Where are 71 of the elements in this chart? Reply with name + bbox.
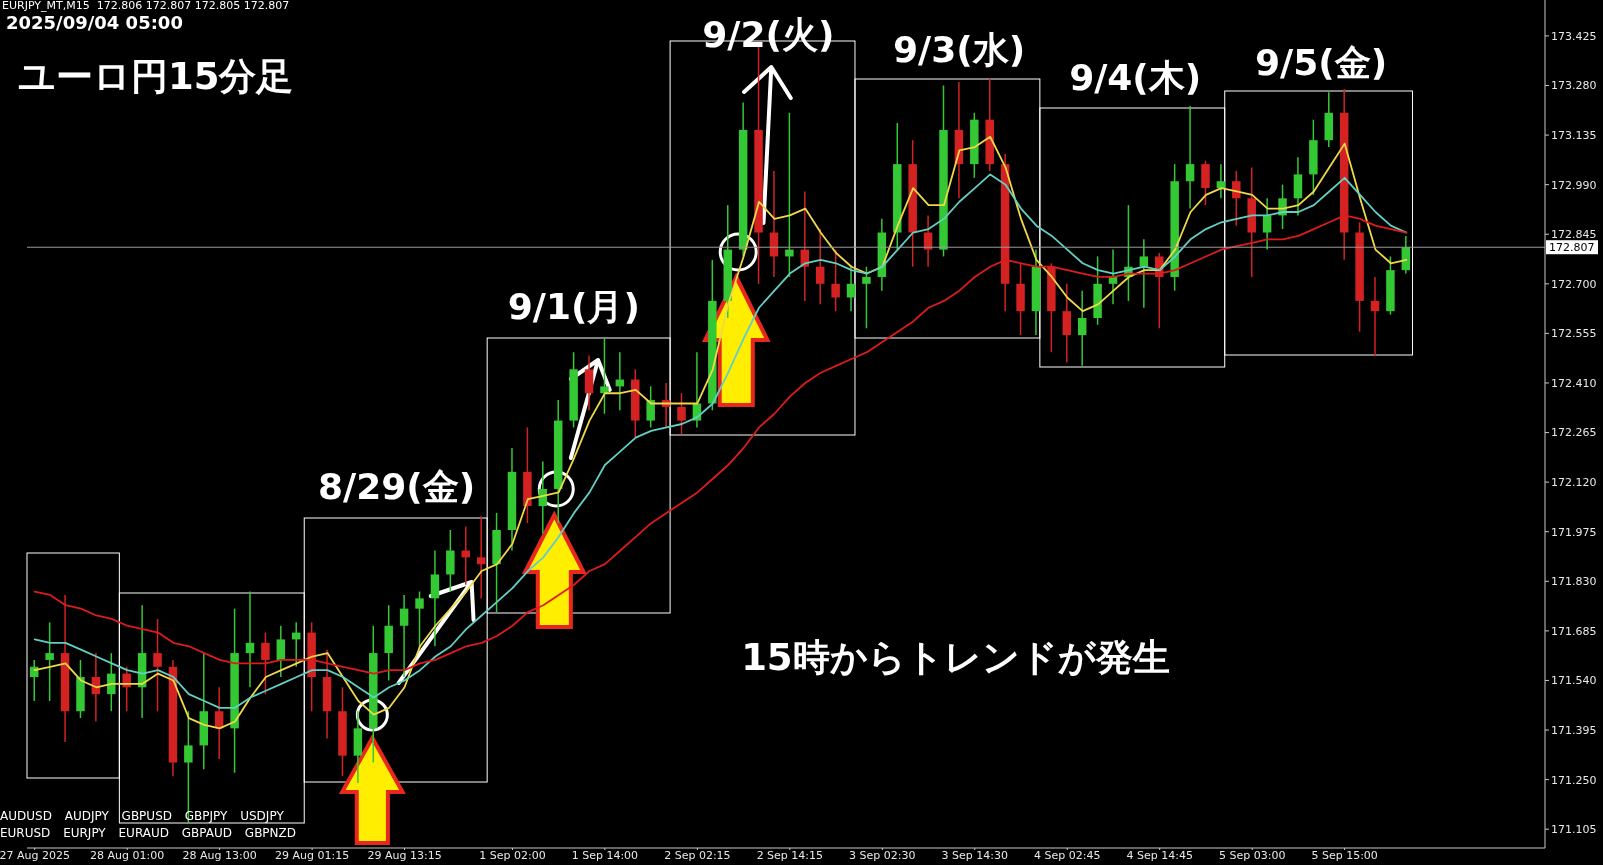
annotation: 9/2(火) xyxy=(702,14,835,56)
candlestick xyxy=(584,354,594,412)
candlestick xyxy=(45,621,54,702)
x-tick-label: 3 Sep 14:30 xyxy=(941,848,1008,862)
annotation: 9/1(月) xyxy=(507,286,640,328)
x-tick-label: 28 Aug 01:00 xyxy=(90,848,165,862)
y-tick-label: 171.105 xyxy=(1551,823,1597,837)
x-tick-label: 2 Sep 14:15 xyxy=(756,848,824,862)
x-tick-label: 5 Sep 03:00 xyxy=(1218,848,1286,862)
candlestick xyxy=(245,590,255,689)
candlestick xyxy=(1216,163,1226,200)
annotation: EURUSD EURJPY EURAUD GBPAUD GBPNZD xyxy=(0,826,297,841)
x-tick-label: 29 Aug 13:15 xyxy=(367,848,442,862)
text: 2025/09/04 05:00 xyxy=(6,12,183,33)
annotation: 9/5(金) xyxy=(1254,42,1388,84)
annotation: 8/29(金) xyxy=(318,466,476,508)
x-tick-label: 28 Aug 13:00 xyxy=(182,848,257,862)
candlestick xyxy=(1232,170,1241,227)
candlestick xyxy=(677,392,686,436)
candlestick xyxy=(600,337,609,415)
candlestick xyxy=(1201,159,1210,206)
x-tick-label: 27 Aug 2025 xyxy=(0,848,70,862)
y-tick-label: 171.540 xyxy=(1551,674,1597,688)
y-tick-label: 171.830 xyxy=(1551,575,1597,589)
candlestick xyxy=(476,515,486,600)
candlestick xyxy=(1185,105,1195,210)
candlestick xyxy=(1262,197,1272,251)
y-tick-label: 172.700 xyxy=(1551,277,1597,291)
x-tick-label: 5 Sep 15:00 xyxy=(1311,848,1378,862)
candlestick xyxy=(1062,283,1072,364)
candlestick xyxy=(430,549,440,648)
candlestick xyxy=(646,385,655,429)
candlestick xyxy=(831,248,840,312)
y-tick-label: 173.135 xyxy=(1551,128,1597,142)
x-tick-label: 4 Sep 02:45 xyxy=(1034,848,1101,862)
candlestick xyxy=(107,652,116,712)
candlestick xyxy=(785,112,794,278)
y-tick-label: 173.425 xyxy=(1551,29,1597,43)
x-tick-label: 1 Sep 14:00 xyxy=(571,848,639,862)
y-tick-label: 171.685 xyxy=(1551,624,1597,638)
candlestick xyxy=(1139,238,1149,309)
candlestick xyxy=(846,265,856,312)
candlestick xyxy=(1077,289,1087,367)
ref-line-label: 172.807 xyxy=(1549,241,1595,255)
y-tick-label: 171.250 xyxy=(1551,773,1597,787)
text: ユーロ円15分足 xyxy=(18,55,294,98)
candlestick xyxy=(862,265,871,330)
x-tick-label: 1 Sep 02:00 xyxy=(479,848,546,862)
y-tick-label: 171.395 xyxy=(1551,723,1597,737)
candlestick xyxy=(1370,276,1380,357)
x-tick-label: 29 Aug 01:15 xyxy=(275,848,350,862)
candlestick xyxy=(815,228,825,306)
y-tick-label: 172.990 xyxy=(1551,178,1597,192)
y-tick-label: 171.975 xyxy=(1551,525,1597,539)
annotation: 9/3(水) xyxy=(893,29,1026,71)
y-tick-label: 173.280 xyxy=(1551,79,1597,93)
x-tick-label: 4 Sep 14:45 xyxy=(1126,848,1193,862)
candlestick xyxy=(399,594,409,678)
x-tick-label: 2 Sep 02:15 xyxy=(664,848,731,862)
y-tick-label: 172.410 xyxy=(1551,376,1597,390)
x-tick-label: 3 Sep 02:30 xyxy=(849,848,916,862)
candlestick xyxy=(1293,156,1303,217)
y-tick-label: 172.120 xyxy=(1551,476,1597,490)
candlestick xyxy=(446,529,455,593)
annotation: 15時からトレンドが発生 xyxy=(741,636,1170,680)
y-tick-label: 172.265 xyxy=(1551,426,1597,440)
candlestick xyxy=(276,624,286,678)
annotation: 9/4(木) xyxy=(1069,57,1202,99)
y-tick-label: 172.845 xyxy=(1551,228,1597,242)
annotation: EURJPY_MT,M15 172.806 172.807 172.805 172.807 xyxy=(2,0,290,13)
y-tick-label: 172.555 xyxy=(1551,327,1597,341)
